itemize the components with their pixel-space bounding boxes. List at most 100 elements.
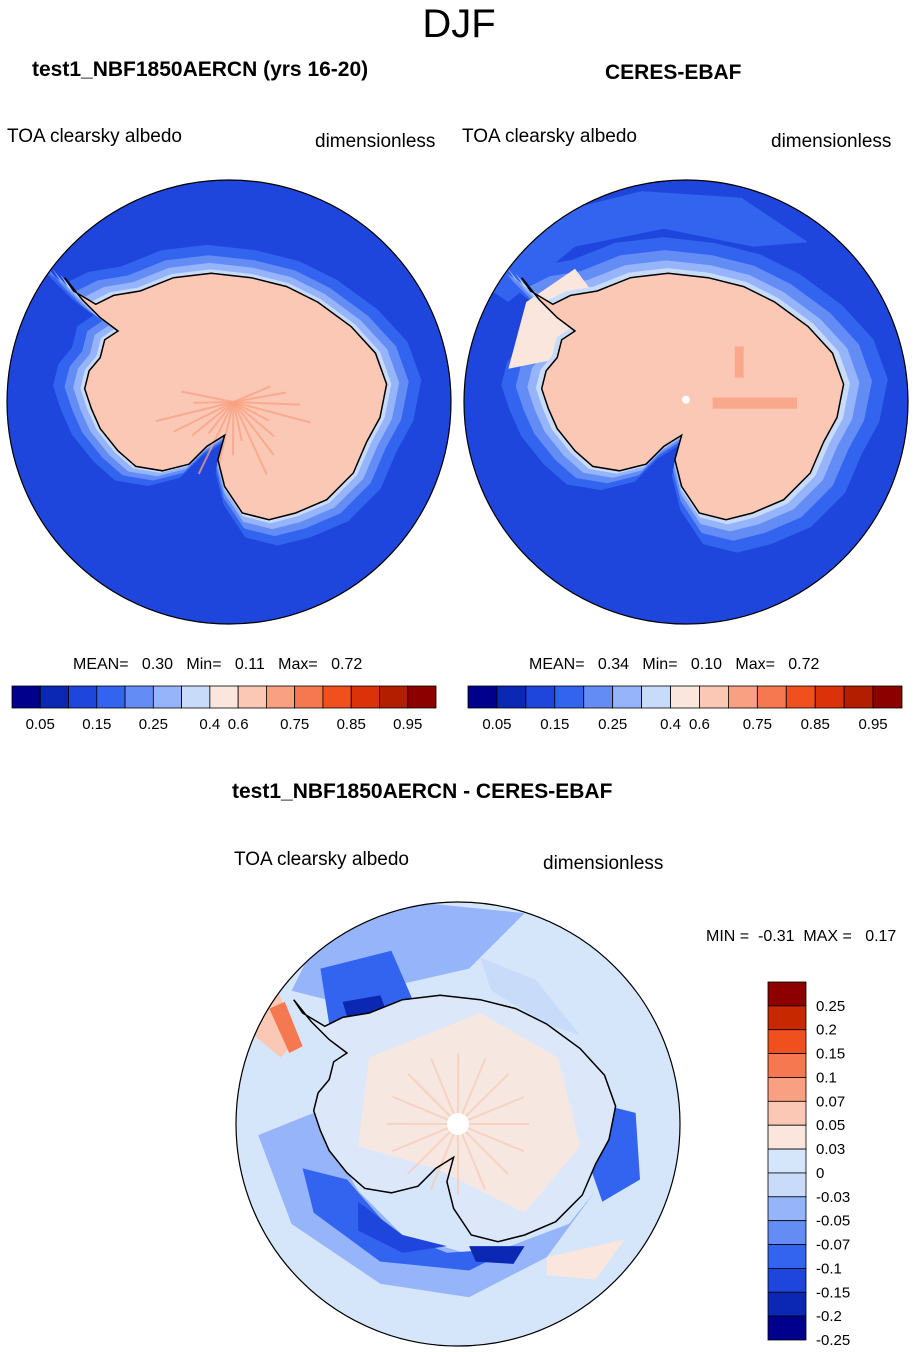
colorbar-tick-label: 0.4 xyxy=(199,716,220,733)
pole-streak xyxy=(465,1131,509,1175)
max-value: 0.72 xyxy=(331,656,363,673)
colorbar-box xyxy=(641,685,671,709)
pole-streak xyxy=(461,1058,487,1115)
panel-diff-units: dimensionless xyxy=(543,853,664,874)
pole-streak xyxy=(191,401,235,437)
colorbar-box xyxy=(814,685,845,709)
pole-streak xyxy=(232,401,268,476)
colorbar-tick-label: -0.2 xyxy=(816,1308,842,1325)
colorbar-tick-label: 0.85 xyxy=(801,716,830,733)
colorbar-box xyxy=(767,1291,807,1317)
colorbar-model: 0.05 0.15 0.25 0.4 0.6 0.75 0.85 0.95 xyxy=(11,685,437,733)
pole-streak xyxy=(181,390,234,403)
coastline xyxy=(293,994,617,1243)
panel-right-units: dimensionless xyxy=(771,131,892,152)
colorbar-difference: 0.25 0.2 0.15 0.1 0.07 0.05 0.03 0 -0.03 -0.05 -0.… xyxy=(767,981,850,1349)
max-label: MAX = xyxy=(803,928,852,945)
colorbar-box xyxy=(265,685,296,709)
colorbar-box xyxy=(767,1029,807,1054)
colorbar-box xyxy=(467,685,498,709)
pole-streak xyxy=(197,401,235,475)
colorbar-box xyxy=(767,1148,807,1174)
colorbar-box xyxy=(554,685,585,709)
min-label: Min= xyxy=(186,656,222,673)
mean-value: 0.34 xyxy=(597,656,630,673)
mean-label: MEAN= xyxy=(73,656,129,673)
pole-streak xyxy=(193,401,234,404)
map-body xyxy=(464,180,908,624)
min-value: -0.31 xyxy=(758,928,795,945)
colorbar-tick-label: 0.25 xyxy=(816,998,845,1015)
colorbar-tick-label: 0.6 xyxy=(689,716,710,733)
colorbar-box xyxy=(767,1196,807,1222)
colorbar-tick-label: 0.03 xyxy=(816,1141,845,1158)
pole-streak xyxy=(232,401,275,456)
pole-streak xyxy=(461,1133,487,1191)
pole-streak xyxy=(232,401,270,422)
pole-streak xyxy=(406,1131,451,1175)
colorbar-box xyxy=(209,685,239,709)
panel-left-variable: TOA clearsky albedo xyxy=(7,126,182,147)
colorbar-box xyxy=(767,1053,807,1078)
pole-streak xyxy=(465,1073,510,1117)
colorbar-box xyxy=(322,685,352,709)
map-boundary xyxy=(6,179,452,625)
coastline xyxy=(64,272,388,521)
colorbar-tick-label: 0.4 xyxy=(660,716,681,733)
pole-streak xyxy=(217,401,235,468)
panel-left-units: dimensionless xyxy=(315,131,436,152)
colorbar-box xyxy=(152,685,182,709)
panel-diff-title: test1_NBF1850AERCN - CERES-EBAF xyxy=(232,780,613,803)
season-title: DJF xyxy=(422,2,496,46)
map-boundary xyxy=(235,901,681,1347)
colorbar-box xyxy=(68,685,98,709)
map-body xyxy=(7,180,451,624)
colorbar-box xyxy=(699,685,729,709)
colorbar-tick-label: 0.25 xyxy=(598,716,627,733)
colorbar-tick-label: 0 xyxy=(816,1165,824,1182)
colorbar-tick-label: 0.05 xyxy=(26,716,55,733)
colorbar-box xyxy=(407,685,437,709)
pole-streak xyxy=(232,401,275,438)
max-value: 0.72 xyxy=(788,656,820,673)
coastline xyxy=(521,272,845,521)
colorbar-tick-label: -0.1 xyxy=(816,1260,842,1277)
colorbar-box xyxy=(583,685,614,709)
panel-diff-stats: MIN = -0.31 MAX = 0.17 xyxy=(706,928,896,946)
colorbar-box xyxy=(728,685,758,709)
pole-streak xyxy=(233,401,301,406)
colorbar-box xyxy=(767,1100,807,1126)
colorbar-box xyxy=(767,1172,807,1198)
pole-streak xyxy=(155,401,234,423)
pole-streak xyxy=(392,1095,449,1121)
mean-label: MEAN= xyxy=(529,656,585,673)
pole-streak xyxy=(173,401,234,433)
continent-fill xyxy=(521,273,844,520)
panel-right-title: CERES-EBAF xyxy=(605,61,742,84)
pole-streak xyxy=(430,1057,455,1115)
negative-anomaly xyxy=(302,1168,514,1271)
min-value: 0.10 xyxy=(690,656,723,673)
colorbar-tick-label: 0.2 xyxy=(816,1022,837,1039)
colorbar-tick-label: 0.05 xyxy=(482,716,511,733)
max-label: Max= xyxy=(735,656,775,673)
positive-anomaly xyxy=(546,1239,625,1280)
pole-hole xyxy=(447,1113,469,1135)
map-model xyxy=(6,179,452,625)
colorbar-tick-label: -0.05 xyxy=(816,1213,850,1230)
colorbar-tick-label: -0.07 xyxy=(816,1237,850,1254)
colorbar-tick-label: 0.1 xyxy=(816,1069,837,1086)
colorbar-box xyxy=(379,685,409,709)
min-label: Min= xyxy=(642,656,678,673)
min-label: MIN = xyxy=(706,928,750,945)
colorbar-tick-label: 0.25 xyxy=(139,716,168,733)
panel-diff-variable: TOA clearsky albedo xyxy=(234,849,409,870)
colorbar-box xyxy=(670,685,700,709)
pole-streak xyxy=(407,1072,451,1117)
colorbar-tick-label: 0.6 xyxy=(228,716,249,733)
retrieval-artifact xyxy=(712,397,797,409)
colorbar-tick-label: 0.05 xyxy=(816,1117,845,1134)
colorbar-tick-label: -0.03 xyxy=(816,1189,850,1206)
colorbar-box xyxy=(11,685,41,709)
